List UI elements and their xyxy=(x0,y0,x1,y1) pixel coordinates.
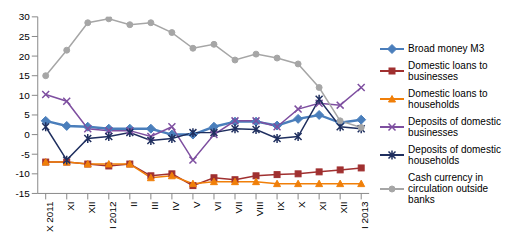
svg-text:20: 20 xyxy=(19,51,31,62)
svg-text:5: 5 xyxy=(24,109,30,120)
svg-text:30: 30 xyxy=(19,11,31,22)
svg-text:X 2011: X 2011 xyxy=(44,201,55,232)
svg-text:VII: VII xyxy=(233,201,244,213)
svg-text:XI: XI xyxy=(317,201,328,210)
svg-text:-10: -10 xyxy=(15,168,30,179)
svg-text:IX: IX xyxy=(275,201,286,211)
svg-text:IV: IV xyxy=(170,201,181,211)
svg-text:I 2013: I 2013 xyxy=(359,201,370,229)
html-text:Domestic loans to businesses: Domestic loans to businesses xyxy=(408,60,488,82)
svg-text:XI: XI xyxy=(65,201,76,210)
html-text:Domestic loans to households: Domestic loans to households xyxy=(408,88,488,110)
svg-text:VIII: VIII xyxy=(254,201,265,216)
svg-text:25: 25 xyxy=(19,31,31,42)
svg-text:X: X xyxy=(296,201,307,208)
html-text:Deposits of domestic household: Deposits of domestic households xyxy=(408,144,501,166)
svg-text:III: III xyxy=(149,201,160,209)
svg-text:I 2012: I 2012 xyxy=(107,201,118,229)
svg-text:VI: VI xyxy=(212,201,223,210)
html-text:Deposits of domestic businesse: Deposits of domestic businesses xyxy=(408,116,501,138)
svg-text:-5: -5 xyxy=(21,149,30,160)
svg-text:15: 15 xyxy=(19,70,31,81)
svg-text:II: II xyxy=(128,201,139,207)
svg-text:V: V xyxy=(191,201,202,208)
html-text:Cash currency in circulation o: Cash currency in circulation outside ban… xyxy=(408,172,489,205)
svg-text:10: 10 xyxy=(19,90,31,101)
svg-text:XII: XII xyxy=(338,201,349,213)
svg-text:0: 0 xyxy=(24,129,30,140)
svg-text:XII: XII xyxy=(86,201,97,213)
html-text:Broad money M3: Broad money M3 xyxy=(408,43,485,54)
svg-text:-15: -15 xyxy=(15,188,30,199)
